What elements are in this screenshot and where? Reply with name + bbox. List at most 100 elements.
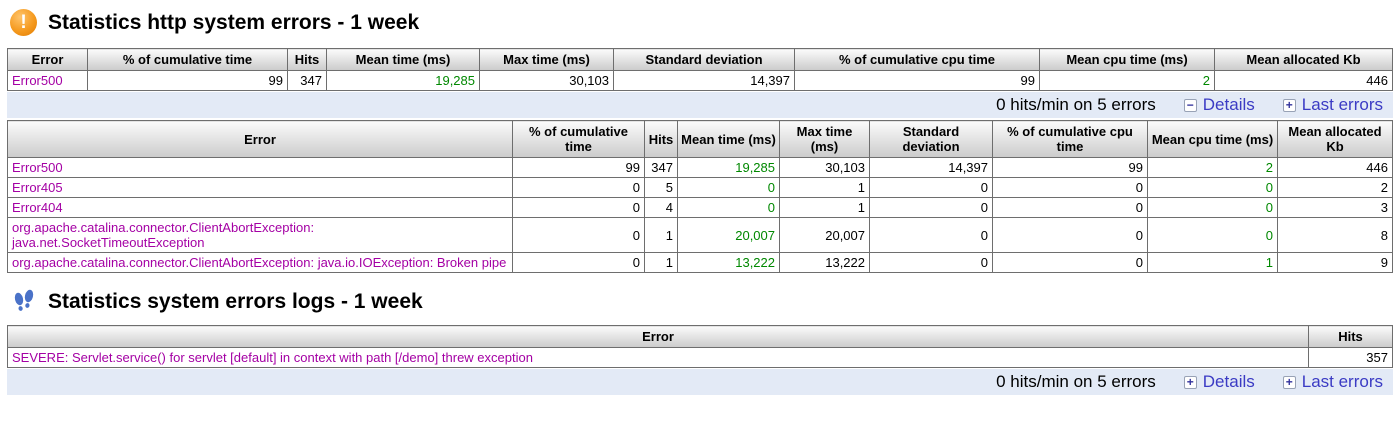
alloc-kb-cell: 8 [1277,217,1393,253]
details-link[interactable]: + Details [1183,372,1255,392]
summary-header-row: Error % of cumulative time Hits Mean tim… [7,48,1393,71]
table-row: Error405 0 5 0 1 0 0 0 2 [7,177,1393,198]
alloc-kb-cell: 9 [1277,252,1393,273]
pct-time-cell: 99 [512,157,645,178]
pct-cpu-cell: 0 [992,177,1148,198]
error-label: Error404 [12,200,63,215]
log-hits-cell: 357 [1308,347,1393,368]
mean-time-cell: 19,285 [677,157,780,178]
error-cell: Error500 [7,157,513,178]
details-header-pct-time: % of cumulative time [512,120,645,158]
expand-icon[interactable]: + [1282,375,1296,389]
summary-header-alloc-kb: Mean allocated Kb [1214,48,1393,71]
std-dev-cell: 0 [869,252,993,273]
summary-header-std-dev: Standard deviation [613,48,795,71]
max-time-cell: 30,103 [479,70,614,91]
details-table: Error % of cumulative time Hits Mean tim… [7,120,1393,273]
alloc-kb-cell: 446 [1277,157,1393,178]
last-errors-link[interactable]: + Last errors [1282,95,1383,115]
alloc-kb-cell: 3 [1277,197,1393,218]
error-label: Error405 [12,180,63,195]
summary-table: Error % of cumulative time Hits Mean tim… [7,48,1393,91]
hits-summary-text: 0 hits/min on 5 errors [996,372,1156,391]
summary-header-pct-time: % of cumulative time [87,48,288,71]
max-time-cell: 1 [779,177,870,198]
pct-cpu-cell: 0 [992,252,1148,273]
last-errors-link[interactable]: + Last errors [1282,372,1383,392]
pct-cpu-cell: 0 [992,197,1148,218]
logs-header-row: Error Hits [7,325,1393,348]
mean-time-cell: 20,007 [677,217,780,253]
summary-header-max-time: Max time (ms) [479,48,614,71]
mean-cpu-cell: 0 [1147,217,1278,253]
alloc-kb-cell: 2 [1277,177,1393,198]
mean-time-cell: 0 [677,177,780,198]
mean-cpu-cell: 2 [1147,157,1278,178]
http-errors-section-header: ! Statistics http system errors - 1 week [7,0,1393,46]
std-dev-cell: 0 [869,197,993,218]
mean-cpu-cell: 2 [1039,70,1215,91]
error-label: Error500 [12,73,63,88]
details-header-error: Error [7,120,513,158]
mean-cpu-cell: 0 [1147,197,1278,218]
logs-table: Error Hits SEVERE: Servlet.service() for… [7,325,1393,368]
details-header-std-dev: Standard deviation [869,120,993,158]
last-errors-link-label: Last errors [1301,372,1383,391]
hits-cell: 4 [644,197,678,218]
logs-title: Statistics system errors logs - 1 week [48,289,423,313]
details-link-label: Details [1202,95,1255,114]
error-cell: org.apache.catalina.connector.ClientAbor… [7,252,513,273]
summary-header-mean-cpu: Mean cpu time (ms) [1039,48,1215,71]
table-row: Error404 0 4 0 1 0 0 0 3 [7,197,1393,218]
summary-header-pct-cpu: % of cumulative cpu time [794,48,1040,71]
max-time-cell: 20,007 [779,217,870,253]
pct-time-cell: 0 [512,197,645,218]
hits-cell: 5 [644,177,678,198]
collapse-icon[interactable]: − [1183,98,1197,112]
expand-icon[interactable]: + [1183,375,1197,389]
logs-toolbar: 0 hits/min on 5 errors + Details + Last … [7,369,1393,395]
pct-cpu-cell: 99 [794,70,1040,91]
error-label: org.apache.catalina.connector.ClientAbor… [12,255,507,270]
mean-cpu-cell: 0 [1147,177,1278,198]
max-time-cell: 1 [779,197,870,218]
error-cell: Error404 [7,197,513,218]
details-link-label: Details [1202,372,1255,391]
details-header-mean-cpu: Mean cpu time (ms) [1147,120,1278,158]
error-cell: org.apache.catalina.connector.ClientAbor… [7,217,513,253]
details-header-mean-time: Mean time (ms) [677,120,780,158]
error-cell: Error405 [7,177,513,198]
error-label: Error500 [12,160,63,175]
mean-time-cell: 19,285 [326,70,480,91]
details-header-max-time: Max time (ms) [779,120,870,158]
max-time-cell: 13,222 [779,252,870,273]
logs-header-hits: Hits [1308,325,1393,348]
details-link[interactable]: − Details [1183,95,1255,115]
pct-cpu-cell: 99 [992,157,1148,178]
pct-cpu-cell: 0 [992,217,1148,253]
expand-icon[interactable]: + [1282,98,1296,112]
hits-cell: 347 [644,157,678,178]
mean-time-cell: 13,222 [677,252,780,273]
table-row: org.apache.catalina.connector.ClientAbor… [7,217,1393,253]
table-row: org.apache.catalina.connector.ClientAbor… [7,252,1393,273]
std-dev-cell: 0 [869,177,993,198]
pct-time-cell: 99 [87,70,288,91]
hits-cell: 347 [287,70,327,91]
mean-time-cell: 0 [677,197,780,218]
http-errors-toolbar: 0 hits/min on 5 errors − Details + Last … [7,92,1393,118]
table-row: SEVERE: Servlet.service() for servlet [d… [7,347,1393,368]
hits-summary-text: 0 hits/min on 5 errors [996,95,1156,114]
details-header-hits: Hits [644,120,678,158]
http-errors-title: Statistics http system errors - 1 week [48,10,420,34]
alloc-kb-cell: 446 [1214,70,1393,91]
page: ! Statistics http system errors - 1 week… [7,0,1393,395]
logs-header-error: Error [7,325,1309,348]
hits-cell: 1 [644,217,678,253]
summary-header-hits: Hits [287,48,327,71]
logs-section-header: Statistics system errors logs - 1 week [7,279,1393,325]
summary-header-error: Error [7,48,88,71]
footprints-icon [14,289,34,311]
details-header-pct-cpu: % of cumulative cpu time [992,120,1148,158]
table-row: Error500 99 347 19,285 30,103 14,397 99 … [7,157,1393,178]
